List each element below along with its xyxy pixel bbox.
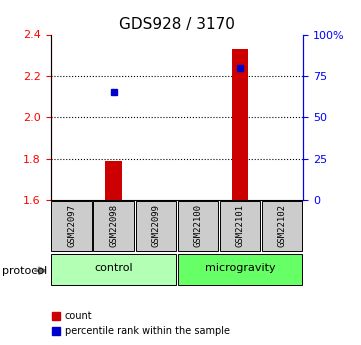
Text: GSM22098: GSM22098 (109, 205, 118, 247)
Text: GSM22100: GSM22100 (193, 205, 203, 247)
Bar (262, 201, 303, 251)
Bar (220, 201, 260, 251)
Bar (105, 161, 122, 200)
Text: control: control (95, 264, 133, 273)
Bar (93, 201, 134, 251)
Bar (178, 201, 218, 251)
Text: GSM22097: GSM22097 (67, 205, 76, 247)
Text: GSM22101: GSM22101 (236, 205, 244, 247)
Text: microgravity: microgravity (205, 264, 275, 273)
Text: GSM22099: GSM22099 (151, 205, 160, 247)
Legend: count, percentile rank within the sample: count, percentile rank within the sample (48, 307, 234, 340)
Bar (232, 49, 248, 200)
Bar (51, 201, 92, 251)
Text: GSM22102: GSM22102 (278, 205, 287, 247)
Title: GDS928 / 3170: GDS928 / 3170 (119, 17, 235, 32)
Text: protocol: protocol (2, 266, 47, 276)
Bar (136, 201, 176, 251)
Bar (51, 254, 176, 285)
Bar (178, 254, 303, 285)
